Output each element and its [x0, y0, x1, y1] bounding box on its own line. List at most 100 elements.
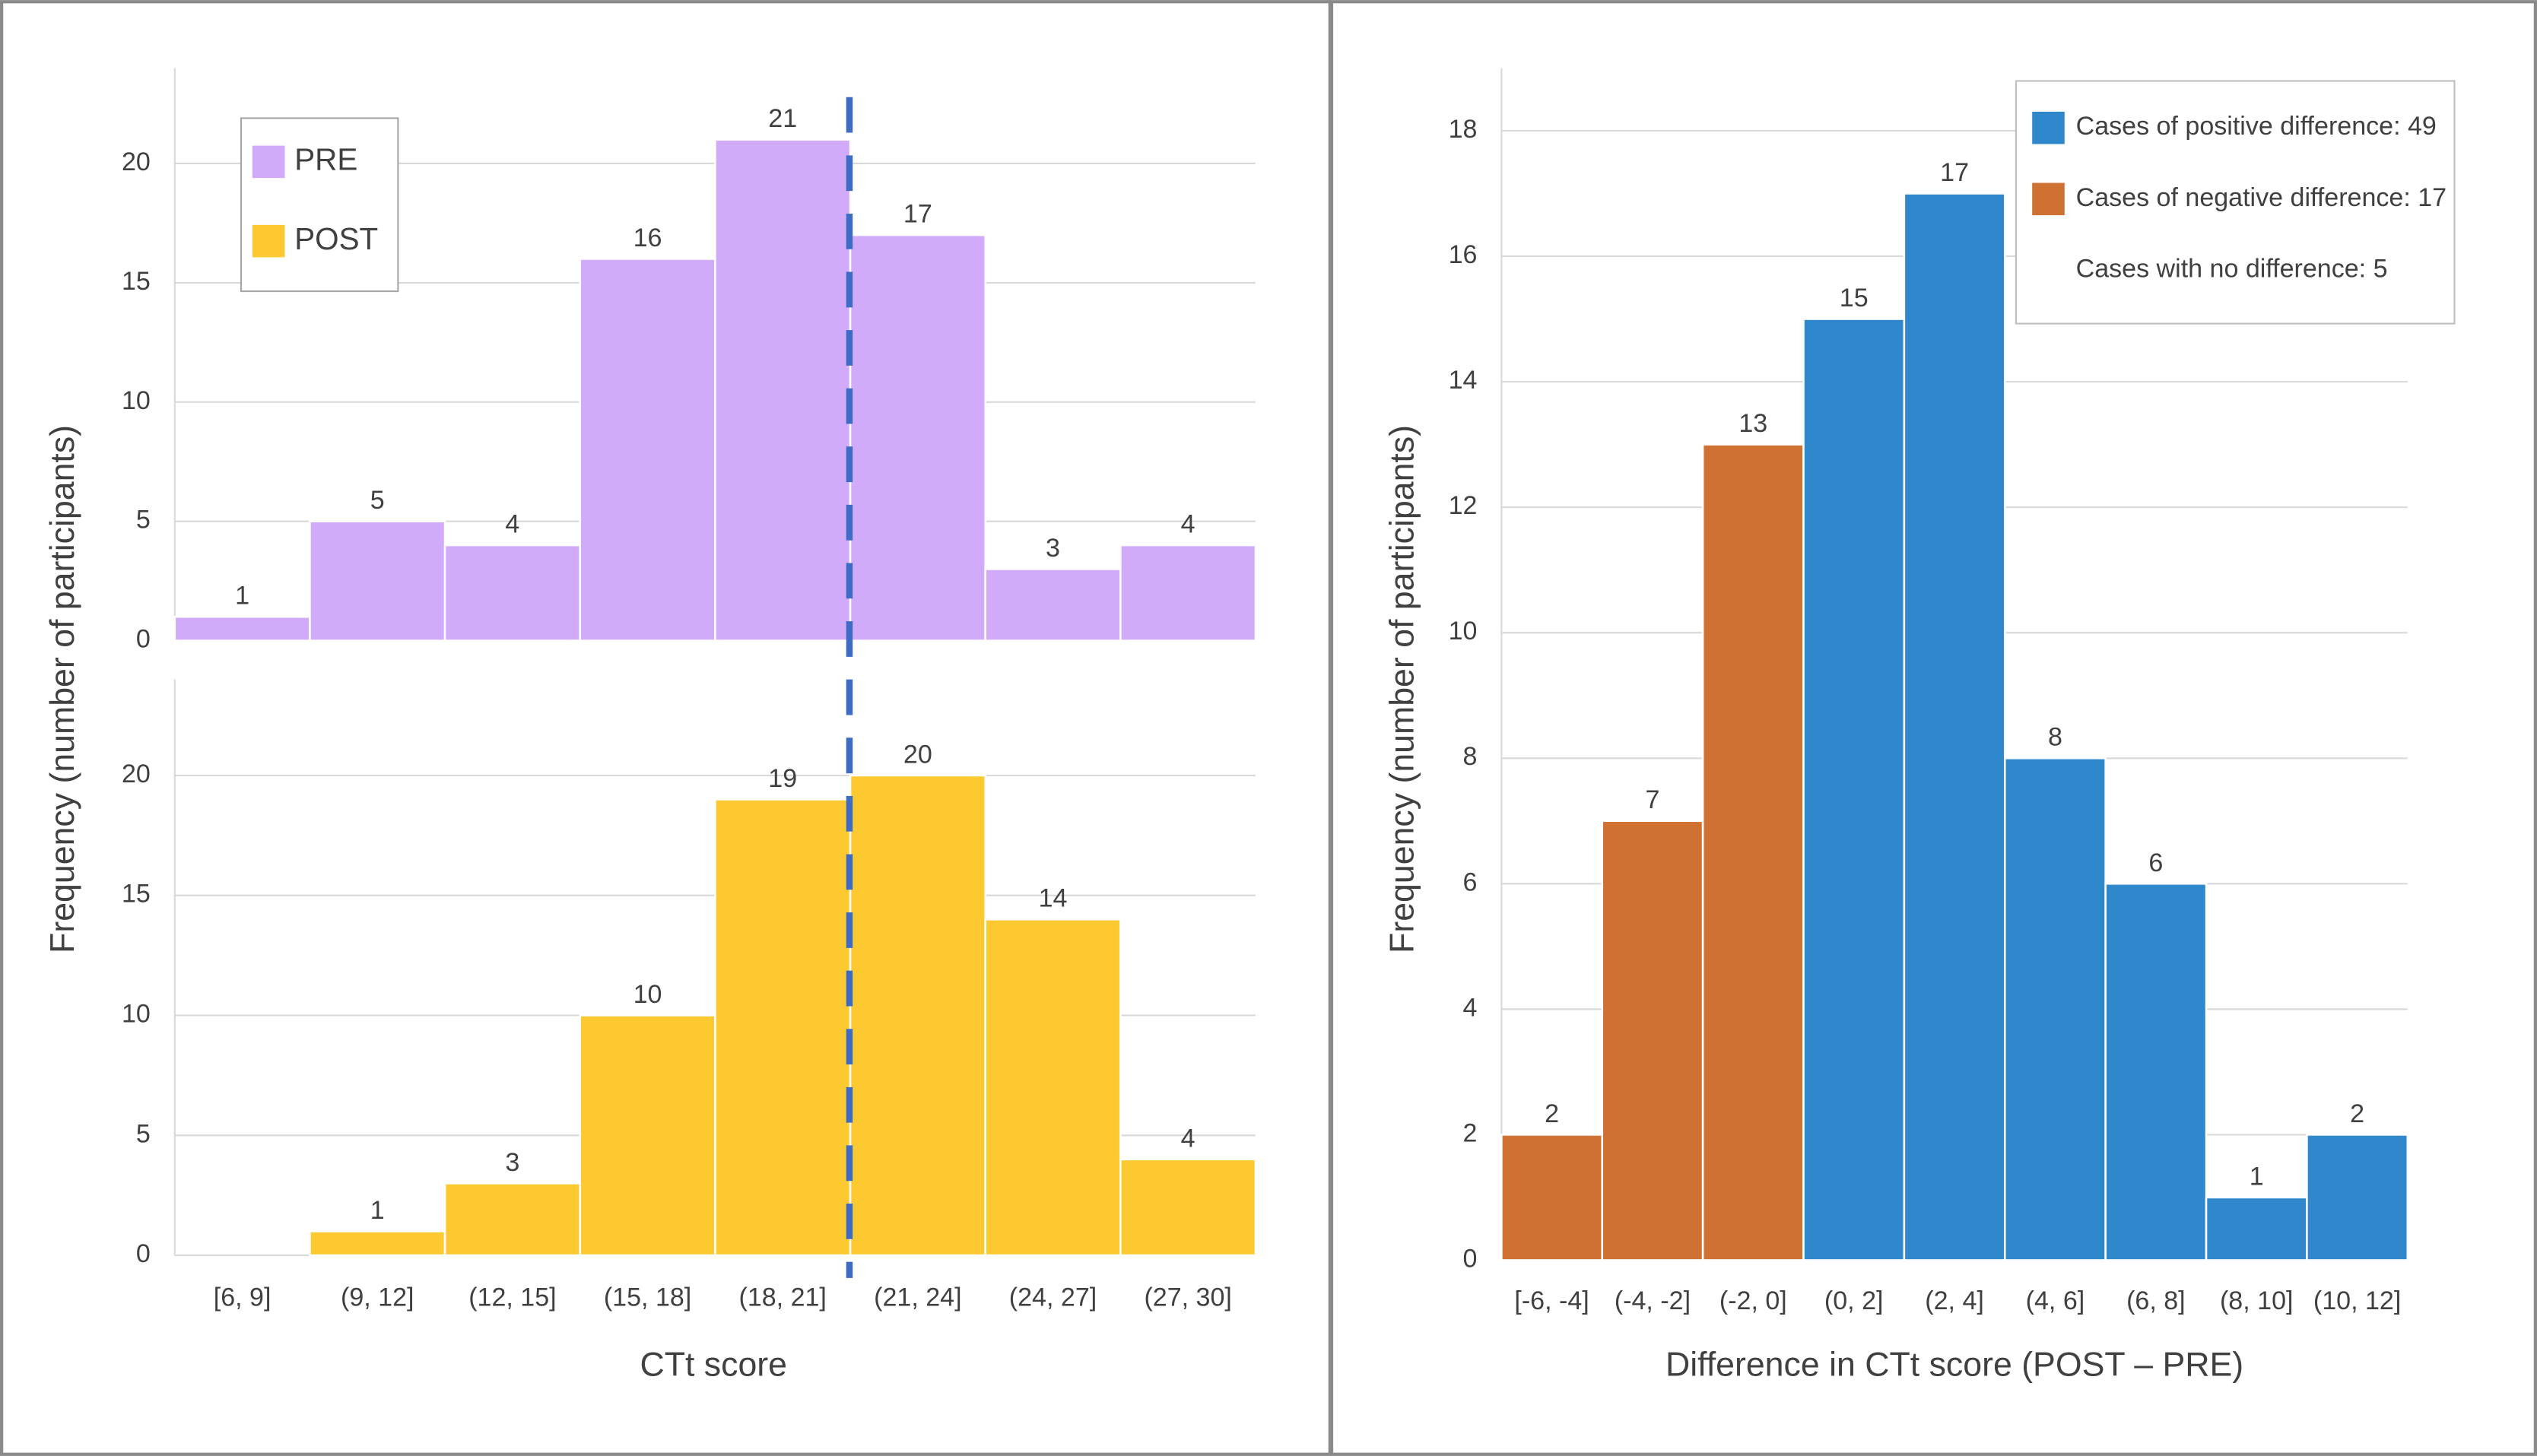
y-tick-label: 0: [136, 625, 151, 654]
y-tick-label: 5: [136, 506, 151, 535]
y-tick-label: 16: [1449, 240, 1478, 269]
y-tick-label: 10: [122, 386, 151, 415]
y-tick-label: 20: [122, 760, 151, 788]
x-axis-title: CTt score: [640, 1347, 787, 1384]
x-tick-label: (2, 4]: [1925, 1286, 1984, 1315]
y-tick-label: 18: [1449, 115, 1478, 144]
x-tick-label: [-6, -4]: [1514, 1286, 1589, 1315]
y-tick-label: 10: [1449, 617, 1478, 646]
legend-label: POST: [294, 221, 378, 256]
x-tick-label: (12, 15]: [468, 1283, 556, 1312]
data-label: 3: [1046, 534, 1060, 563]
y-tick-label: 10: [122, 999, 151, 1028]
x-tick-label: (9, 12]: [341, 1283, 414, 1312]
data-label: 1: [235, 582, 249, 611]
y-tick-label: 0: [1463, 1244, 1478, 1273]
data-label: 4: [505, 510, 519, 539]
y-tick-label: 5: [136, 1119, 151, 1148]
legend-swatch: [2032, 182, 2065, 216]
data-label: 17: [1940, 158, 1969, 187]
bar: [1601, 820, 1704, 1261]
x-tick-label: (10, 12]: [2313, 1286, 2401, 1315]
data-label: 6: [2148, 849, 2163, 877]
x-axis-title: Difference in CTt score (POST – PRE): [1665, 1347, 2243, 1384]
bar: [173, 615, 311, 642]
x-tick-label: (24, 27]: [1009, 1283, 1097, 1312]
legend-swatch: [252, 224, 285, 258]
data-label: 4: [1181, 1124, 1195, 1153]
data-label: 1: [370, 1196, 385, 1225]
legend-label: Cases of negative difference: 17: [2076, 183, 2447, 212]
legend-swatch: [2032, 111, 2065, 144]
data-label: 5: [370, 486, 385, 515]
y-tick-label: 4: [1463, 993, 1478, 1022]
x-tick-label: (0, 2]: [1824, 1286, 1884, 1315]
bar: [984, 918, 1122, 1257]
bar: [1119, 1158, 1257, 1257]
bar: [443, 1182, 582, 1257]
bar: [443, 544, 582, 642]
bar: [2003, 757, 2107, 1261]
y-tick-label: 8: [1463, 742, 1478, 771]
data-label: 17: [903, 200, 932, 229]
data-label: 4: [1181, 510, 1195, 539]
bar: [714, 138, 852, 642]
legend: [2015, 80, 2456, 325]
data-label: 8: [2048, 723, 2062, 752]
y-tick-label: 6: [1463, 868, 1478, 896]
bar: [1701, 443, 1805, 1261]
legend-label: PRE: [294, 142, 357, 177]
bar: [309, 1230, 446, 1257]
data-label: 14: [1039, 884, 1068, 913]
x-tick-label: (-2, 0]: [1719, 1286, 1787, 1315]
bar: [2104, 883, 2208, 1261]
right-panel: [1329, 0, 2537, 1456]
y-tick-label: 15: [122, 880, 151, 909]
bar: [984, 568, 1122, 642]
data-label: 20: [903, 740, 932, 769]
x-tick-label: (15, 18]: [604, 1283, 691, 1312]
bar: [2306, 1134, 2409, 1261]
legend-label: Cases with no difference: 5: [2076, 254, 2388, 283]
data-label: 1: [2250, 1162, 2264, 1191]
data-label: 21: [768, 104, 797, 133]
legend-entries: PRE POST Cases of positive difference: 49 C…: [252, 111, 2447, 283]
data-label: 15: [1840, 284, 1869, 312]
data-label: 2: [2350, 1099, 2364, 1128]
y-axis-title: Frequency (number of participants): [1384, 425, 1421, 953]
bar: [579, 258, 716, 642]
y-tick-label: 12: [1449, 491, 1478, 520]
legend-swatch: [252, 145, 285, 179]
x-tick-label: (21, 24]: [874, 1283, 961, 1312]
y-tick-label: 20: [122, 148, 151, 176]
bar: [714, 798, 852, 1257]
bar: [1500, 1134, 1604, 1261]
data-label: 16: [633, 224, 662, 252]
x-tick-label: (6, 8]: [2126, 1286, 2186, 1315]
bar: [1119, 544, 1257, 642]
x-tick-label: (4, 6]: [2026, 1286, 2085, 1315]
y-axis-title: Frequency (number of participants): [44, 425, 81, 953]
bar: [849, 774, 986, 1257]
data-label: 2: [1545, 1099, 1559, 1128]
y-tick-label: 15: [122, 267, 151, 296]
x-tick-label: [6, 9]: [214, 1283, 271, 1312]
bar: [1802, 318, 1906, 1261]
bar: [849, 233, 986, 642]
x-tick-label: (-4, -2]: [1615, 1286, 1691, 1315]
data-label: 7: [1645, 785, 1659, 814]
data-label: 13: [1738, 409, 1767, 438]
bar: [1903, 192, 2006, 1261]
x-tick-label: (8, 10]: [2220, 1286, 2293, 1315]
bar: [579, 1014, 716, 1257]
x-tick-label: (27, 30]: [1144, 1283, 1231, 1312]
data-label: 10: [633, 980, 662, 1009]
y-tick-label: 2: [1463, 1118, 1478, 1147]
y-tick-label: 14: [1449, 366, 1478, 395]
data-label: 19: [768, 764, 797, 793]
x-tick-label: (18, 21]: [738, 1283, 826, 1312]
data-label: 3: [505, 1148, 519, 1177]
